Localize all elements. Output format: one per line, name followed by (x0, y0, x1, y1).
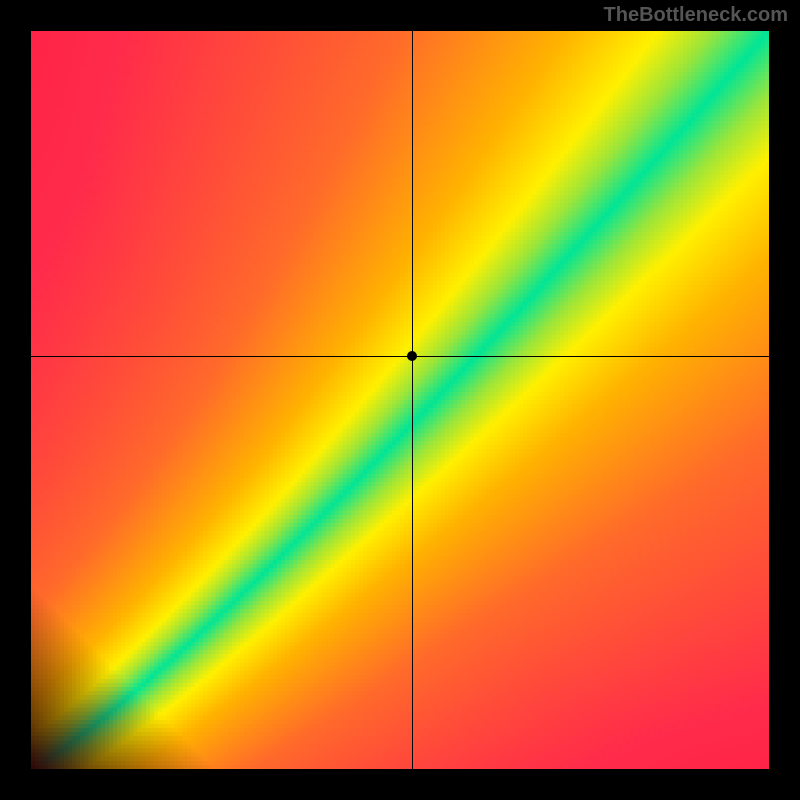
plot-area (31, 31, 769, 769)
crosshair-horizontal (31, 356, 769, 357)
chart-container: TheBottleneck.com (0, 0, 800, 800)
data-point-marker (407, 351, 417, 361)
crosshair-vertical (412, 31, 413, 769)
heatmap-canvas (31, 31, 769, 769)
attribution-text: TheBottleneck.com (604, 4, 788, 27)
